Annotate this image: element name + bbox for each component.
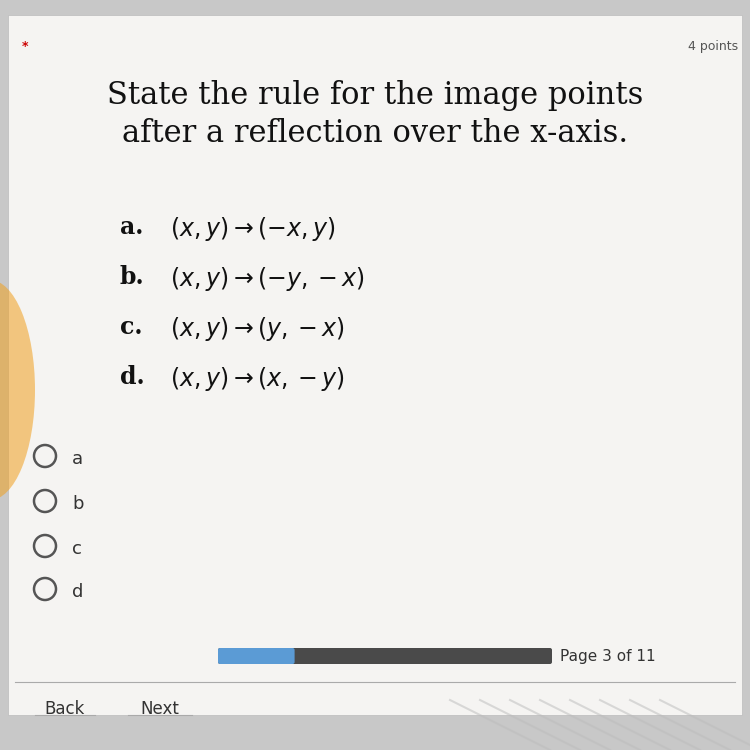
Text: $(x, y) \rightarrow (y, -x)$: $(x, y) \rightarrow (y, -x)$: [170, 315, 345, 343]
Text: c.: c.: [120, 315, 142, 339]
Text: 4 points: 4 points: [688, 40, 738, 53]
Text: State the rule for the image points: State the rule for the image points: [106, 80, 644, 111]
FancyBboxPatch shape: [218, 648, 295, 664]
Text: $(x, y) \rightarrow (-x, y)$: $(x, y) \rightarrow (-x, y)$: [170, 215, 336, 243]
Text: after a reflection over the x-axis.: after a reflection over the x-axis.: [122, 118, 628, 149]
Text: Next: Next: [140, 700, 179, 718]
Text: b.: b.: [120, 265, 145, 289]
Ellipse shape: [0, 280, 35, 500]
Text: a.: a.: [120, 215, 143, 239]
Text: b: b: [72, 495, 83, 513]
Text: a: a: [72, 450, 83, 468]
Text: $(x, y) \rightarrow (-y, -x)$: $(x, y) \rightarrow (-y, -x)$: [170, 265, 364, 293]
FancyBboxPatch shape: [8, 15, 742, 715]
Text: d: d: [72, 583, 83, 601]
Text: Page 3 of 11: Page 3 of 11: [560, 649, 656, 664]
Text: $(x, y) \rightarrow (x, -y)$: $(x, y) \rightarrow (x, -y)$: [170, 365, 345, 393]
Text: c: c: [72, 540, 82, 558]
Text: d.: d.: [120, 365, 145, 389]
Text: *: *: [22, 40, 28, 53]
Text: Back: Back: [45, 700, 86, 718]
FancyBboxPatch shape: [218, 648, 552, 664]
